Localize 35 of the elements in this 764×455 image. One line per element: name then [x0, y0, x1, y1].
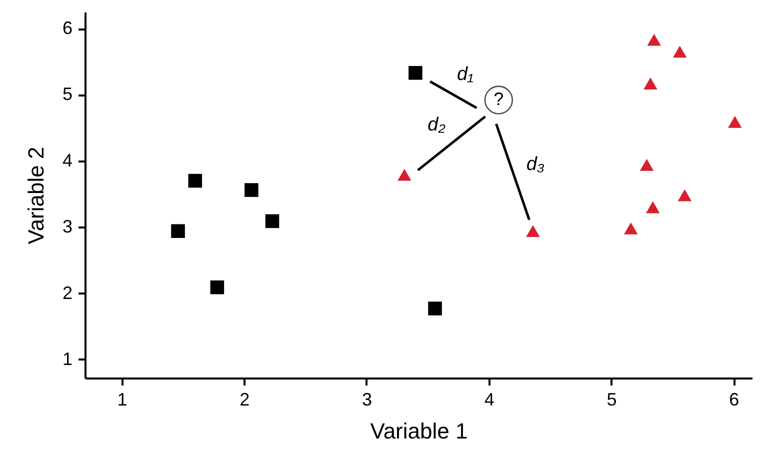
point — [647, 34, 661, 46]
x-tick-label: 4 — [484, 390, 494, 410]
y-tick-label: 6 — [62, 18, 72, 38]
x-tick-label: 6 — [729, 390, 740, 410]
point — [428, 302, 442, 316]
series-label: d₁ — [456, 64, 474, 85]
y-tick-label: 2 — [62, 282, 72, 303]
point — [265, 214, 280, 228]
x-axis-title: Variable 1 — [370, 418, 468, 444]
x-tick-label: 3 — [362, 390, 372, 410]
series-label: d₃ — [526, 154, 545, 176]
point — [728, 116, 742, 128]
point — [171, 224, 185, 238]
y-axis-title: Variable 2 — [23, 146, 48, 244]
point — [526, 225, 540, 238]
point — [678, 189, 692, 202]
point — [210, 280, 224, 294]
y-tick-label: 1 — [62, 348, 72, 369]
x-tick-label: 1 — [117, 390, 128, 410]
point — [188, 174, 202, 188]
point — [624, 222, 638, 234]
point — [644, 78, 658, 90]
x-tick-label: 5 — [606, 390, 617, 410]
y-tick-label: 4 — [62, 150, 72, 170]
point — [398, 168, 412, 181]
x-tick-label: 2 — [240, 390, 250, 410]
annotation: ? — [494, 89, 504, 110]
point — [640, 158, 654, 171]
series-label: d₂ — [428, 114, 446, 136]
y-tick-label: 5 — [62, 84, 72, 104]
y-tick-label: 3 — [62, 216, 72, 237]
point — [646, 201, 660, 214]
point — [408, 66, 422, 80]
point — [672, 46, 687, 58]
point — [244, 183, 258, 197]
